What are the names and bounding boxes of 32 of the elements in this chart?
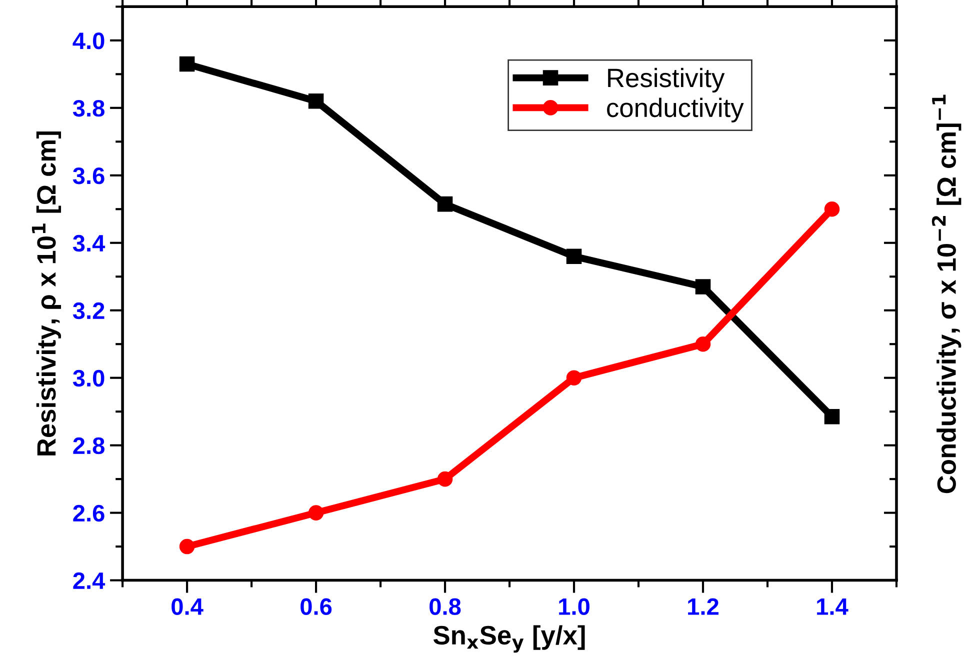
point: [695, 336, 711, 352]
point: [566, 370, 582, 386]
x-tick-label: 0.8: [430, 598, 461, 615]
x-tick-label: 0.6: [300, 598, 332, 615]
y-tick-label: 3.0: [72, 370, 104, 387]
point: [179, 56, 195, 72]
y-tick-label: 3.8: [72, 100, 104, 117]
point: [824, 201, 840, 217]
point: [824, 409, 840, 424]
point: [179, 538, 195, 554]
y-tick-label: 3.6: [72, 167, 104, 184]
x-tick-label: 1.4: [817, 598, 848, 615]
point: [695, 279, 711, 294]
legend-label: conductivity: [607, 98, 744, 122]
x-axis-title: Sn$_{x}$Se$_{y}$ [y/x]: [433, 625, 585, 653]
point: [437, 471, 453, 487]
legend-label: Resistivity: [608, 68, 725, 93]
y-tick-label: 2.6: [73, 504, 104, 522]
x-tick-label: 1.0: [559, 598, 590, 615]
y2-axis-title: Conductivity, σ x 10$^{−2}$ [Ω cm]$^{−1}$: [932, 94, 962, 494]
y-axis-title: Resistivity, ρ x 10$^{1}$ [Ω cm]: [32, 132, 62, 456]
point: [437, 196, 453, 212]
y-tick-label: 2.8: [73, 437, 104, 454]
y-tick-label: 3.4: [72, 234, 106, 252]
point: [308, 94, 324, 109]
point: [308, 505, 324, 520]
point: [566, 248, 582, 264]
x-tick-label: 1.2: [688, 598, 718, 615]
x-tick-label: 0.4: [172, 598, 204, 615]
y-tick-label: 3.2: [72, 302, 104, 320]
y-tick-label: 4.0: [72, 32, 104, 50]
y-tick-label: 2.4: [73, 572, 106, 589]
